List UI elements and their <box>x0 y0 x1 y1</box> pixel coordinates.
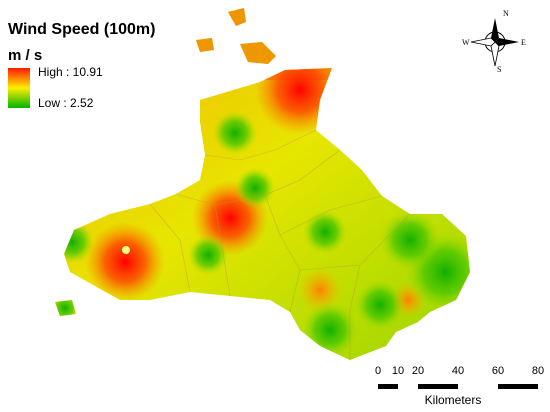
scale-segment <box>458 384 498 389</box>
scale-tick-label: 60 <box>492 365 504 377</box>
scale-tick-label: 40 <box>452 365 464 377</box>
district-borders <box>149 129 411 360</box>
legend-unit: m / s <box>8 47 42 64</box>
scale-segment <box>418 384 458 389</box>
compass: N E S W <box>462 9 526 74</box>
compass-s: S <box>497 65 501 74</box>
scale-segment <box>378 384 398 389</box>
scale-unit: Kilometers <box>425 393 482 407</box>
scale-tick-label: 80 <box>532 365 544 377</box>
scale-bar: 0 10 20 40 60 80 Kilometers <box>375 365 544 407</box>
scale-tick-label: 0 <box>375 365 381 377</box>
scale-segment <box>398 384 418 389</box>
map-title: Wind Speed (100m) <box>8 21 155 38</box>
scale-segment <box>498 384 538 389</box>
compass-e: E <box>521 38 526 47</box>
legend-ramp <box>8 68 30 108</box>
legend-low: Low : 2.52 <box>38 96 94 110</box>
legend-high: High : 10.91 <box>38 65 103 79</box>
scale-tick-label: 10 <box>392 365 404 377</box>
compass-w: W <box>462 38 470 47</box>
compass-n: N <box>503 9 509 18</box>
scale-tick-label: 20 <box>412 365 424 377</box>
